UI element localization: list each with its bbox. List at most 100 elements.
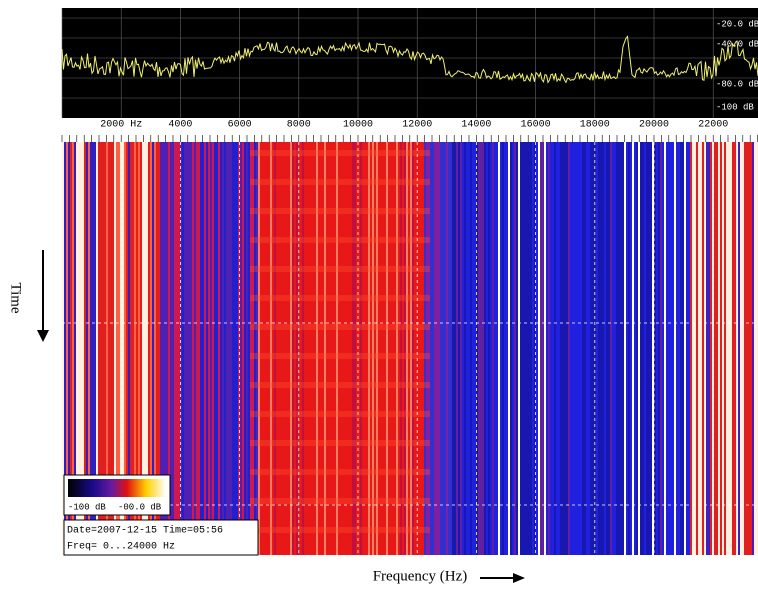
- spectrogram-stripe: [450, 142, 453, 555]
- spectrogram-stripe: [282, 142, 285, 555]
- spectrogram-stripe: [478, 142, 481, 555]
- frequency-label: 4000: [168, 120, 192, 131]
- spectrogram-stripe: [204, 142, 207, 555]
- spectrogram-stripe: [458, 142, 461, 555]
- spectrogram-stripe: [320, 142, 323, 555]
- db-label: -100 dB: [716, 102, 754, 112]
- spectrogram-stripe: [170, 142, 173, 555]
- spectrogram-stripe: [690, 142, 693, 555]
- spectrogram-stripe: [354, 142, 357, 555]
- spectrogram-stripe: [488, 142, 491, 555]
- spectrogram-stripe: [432, 142, 435, 555]
- spectrogram-stripe: [148, 142, 151, 555]
- spectrogram-stripe: [318, 142, 321, 555]
- spectrogram-stripe: [268, 142, 271, 555]
- spectrogram-stripe: [388, 142, 391, 555]
- spectrogram-band: [250, 440, 430, 446]
- spectrogram-stripe: [176, 142, 179, 555]
- spectrogram-stripe: [586, 142, 589, 555]
- spectrogram-stripe: [468, 142, 471, 555]
- spectrogram-stripe: [232, 142, 235, 555]
- frequency-arrowhead: [513, 573, 525, 583]
- spectrogram-stripe: [592, 142, 595, 555]
- spectrogram-stripe: [286, 142, 289, 555]
- spectrogram-stripe: [364, 142, 367, 555]
- spectrogram-stripe: [304, 142, 307, 555]
- spectrogram-stripe: [456, 142, 459, 555]
- frequency-axis-title: Frequency (Hz): [373, 568, 468, 584]
- spectrogram-stripe: [682, 142, 685, 555]
- spectrogram-stripe: [678, 142, 681, 555]
- spectrogram-stripe: [132, 142, 135, 555]
- frequency-label: 2000 Hz: [100, 120, 142, 131]
- spectrogram-stripe: [630, 142, 633, 555]
- spectrogram-stripe: [632, 142, 635, 555]
- spectrogram-stripe: [470, 142, 473, 555]
- spectrogram-stripe: [722, 142, 725, 555]
- spectrogram-stripe: [538, 142, 541, 555]
- spectrogram-stripe: [118, 142, 121, 555]
- spectrogram-stripe: [228, 142, 231, 555]
- spectrogram-stripe: [524, 142, 527, 555]
- spectrogram-stripe: [358, 142, 361, 555]
- spectrogram-stripe: [460, 142, 463, 555]
- spectrogram-stripe: [280, 142, 283, 555]
- spectrogram-stripe: [290, 142, 293, 555]
- spectrogram-stripe: [674, 142, 677, 555]
- spectrogram-stripe: [718, 142, 721, 555]
- spectrogram-stripe: [92, 142, 95, 555]
- spectrogram-stripe: [554, 142, 557, 555]
- spectrogram-stripe: [518, 142, 521, 555]
- spectrogram-stripe: [378, 142, 381, 555]
- spectrogram-stripe: [104, 142, 107, 555]
- spectrogram-stripe: [452, 142, 455, 555]
- spectrogram-stripe: [490, 142, 493, 555]
- spectrogram-stripe: [66, 142, 69, 555]
- spectrogram-stripe: [580, 142, 583, 555]
- spectrogram-stripe: [486, 142, 489, 555]
- spectrogram-stripe: [434, 142, 437, 555]
- spectrogram-stripe: [516, 142, 519, 555]
- spectrogram-stripe: [676, 142, 679, 555]
- spectrogram-stripe: [710, 142, 713, 555]
- spectrogram-stripe: [706, 142, 709, 555]
- spectrogram-stripe: [748, 142, 751, 555]
- spectrogram-stripe: [154, 142, 157, 555]
- spectrogram-stripe: [272, 142, 275, 555]
- spectrogram-stripe: [482, 142, 485, 555]
- spectrogram-stripe: [702, 142, 705, 555]
- spectrogram-stripe: [728, 142, 731, 555]
- spectrogram-stripe: [570, 142, 573, 555]
- spectrogram-stripe: [510, 142, 513, 555]
- spectrogram-band: [250, 208, 430, 214]
- spectrogram-stripe: [130, 142, 133, 555]
- spectrogram-stripe: [578, 142, 581, 555]
- spectrogram-stripe: [404, 142, 407, 555]
- spectrogram-stripe: [730, 142, 733, 555]
- spectrogram-band: [250, 179, 430, 185]
- spectrogram-stripe: [444, 142, 447, 555]
- spectrogram-stripe: [146, 142, 149, 555]
- spectrogram-stripe: [426, 142, 429, 555]
- spectrogram-stripe: [602, 142, 605, 555]
- spectrogram-stripe: [542, 142, 545, 555]
- spectrogram-stripe: [70, 142, 73, 555]
- spectrogram-stripe: [724, 142, 727, 555]
- spectrogram-stripe: [394, 142, 397, 555]
- spectrogram-stripe: [386, 142, 389, 555]
- spectrogram-stripe: [138, 142, 141, 555]
- time-arrowhead: [37, 330, 49, 342]
- spectrogram-stripe: [72, 142, 75, 555]
- spectrogram-stripe: [274, 142, 277, 555]
- spectrogram-stripe: [352, 142, 355, 555]
- spectrogram-stripe: [548, 142, 551, 555]
- spectrogram-stripe: [160, 142, 163, 555]
- colorbar-low: -100 dB: [68, 502, 106, 512]
- spectrogram-stripe: [686, 142, 689, 555]
- spectrogram-stripe: [500, 142, 503, 555]
- spectrogram-stripe: [96, 142, 99, 555]
- spectrogram-stripe: [350, 142, 353, 555]
- spectrogram-stripe: [692, 142, 695, 555]
- spectrogram-stripe: [144, 142, 147, 555]
- frequency-label: 6000: [228, 120, 252, 131]
